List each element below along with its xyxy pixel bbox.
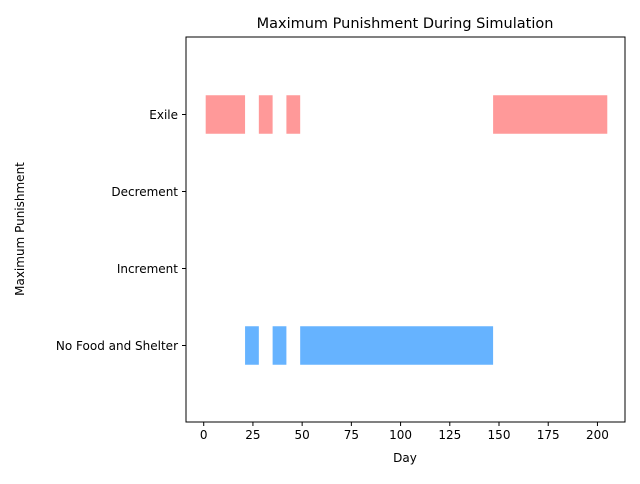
- bar-exile: [205, 95, 246, 134]
- x-axis-ticks: 0 25 50 75 100 125 150 175 200: [200, 422, 609, 442]
- y-axis-ticks: No Food and Shelter Increment Decrement Exi…: [56, 108, 186, 353]
- y-tick-label: No Food and Shelter: [56, 339, 178, 353]
- bars: [205, 95, 608, 365]
- plot-frame: [185, 36, 626, 423]
- y-tick-label: Increment: [117, 262, 178, 276]
- y-axis-label: Maximum Punishment: [13, 162, 27, 296]
- x-tick-label: 100: [389, 428, 412, 442]
- y-tick-label: Decrement: [111, 185, 178, 199]
- bar-exile: [493, 95, 608, 134]
- x-tick-label: 200: [586, 428, 609, 442]
- bar-no-food-and-shelter: [245, 326, 259, 365]
- x-tick-label: 25: [245, 428, 260, 442]
- bar-exile: [258, 95, 273, 134]
- x-tick-label: 175: [537, 428, 560, 442]
- x-tick-label: 0: [200, 428, 208, 442]
- x-tick-label: 150: [488, 428, 511, 442]
- chart-title: Maximum Punishment During Simulation: [257, 16, 554, 32]
- x-tick-label: 75: [344, 428, 359, 442]
- x-axis-label: Day: [393, 451, 417, 465]
- y-tick-label: Exile: [149, 108, 178, 122]
- bar-no-food-and-shelter: [272, 326, 287, 365]
- x-tick-label: 50: [295, 428, 310, 442]
- bar-exile: [286, 95, 301, 134]
- x-tick-label: 125: [438, 428, 461, 442]
- bar-no-food-and-shelter: [300, 326, 494, 365]
